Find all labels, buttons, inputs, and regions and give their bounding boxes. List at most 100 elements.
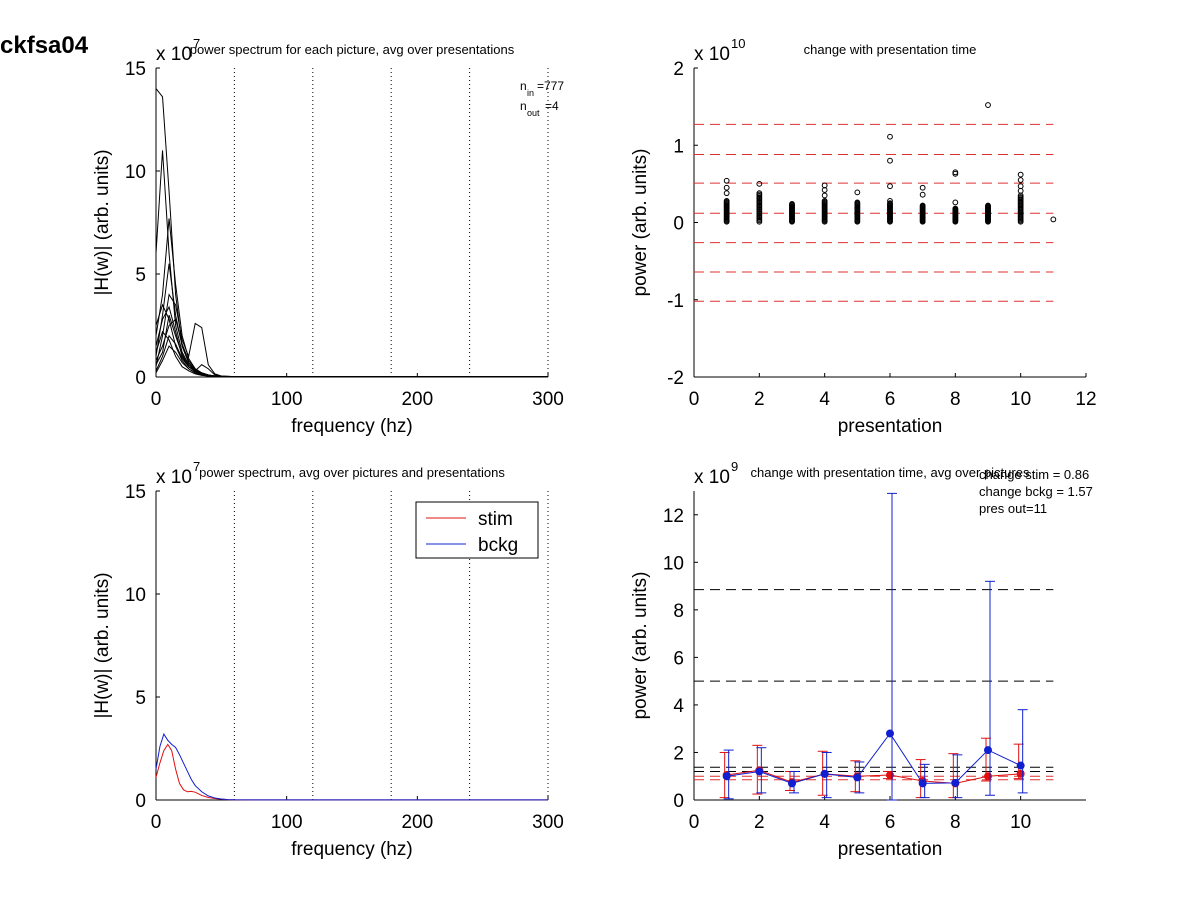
panel1-series-line bbox=[155, 345, 548, 378]
panel1-series-line bbox=[155, 263, 548, 378]
panel4-exponent-power: 9 bbox=[731, 459, 738, 474]
panel1-annotation-sub: in bbox=[527, 88, 534, 98]
panel2-point bbox=[789, 201, 795, 207]
panel4-annotation: change bckg = 1.57 bbox=[979, 484, 1093, 499]
panel2-point bbox=[919, 184, 926, 191]
panel3-x-tick-label: 200 bbox=[401, 812, 433, 833]
panel2-point bbox=[723, 190, 730, 197]
panel4-x-tick-label: 8 bbox=[950, 812, 961, 833]
panel2-point bbox=[756, 180, 763, 187]
panel1-exponent-label: x 10 bbox=[156, 44, 192, 65]
panel4-series-stim bbox=[726, 769, 1021, 784]
panel2-point bbox=[1017, 187, 1024, 194]
panel2-point bbox=[723, 184, 730, 191]
panel1-x-tick-label: 0 bbox=[151, 389, 162, 410]
panel1-y-tick-label: 15 bbox=[125, 59, 146, 80]
panel3-y-tick-label: 5 bbox=[135, 688, 146, 709]
panel3-exponent-power: 7 bbox=[193, 459, 200, 474]
panel4-point-bckg bbox=[788, 779, 796, 788]
panel1-annotation-value: =4 bbox=[545, 99, 559, 113]
panel4-x-tick-label: 2 bbox=[754, 812, 765, 833]
panel2-x-tick-label: 12 bbox=[1075, 389, 1096, 410]
panel2-point bbox=[919, 202, 926, 209]
panel1-series-line bbox=[155, 303, 548, 378]
panel4-x-axis-label: presentation bbox=[838, 839, 943, 860]
panel4-y-tick-label: 6 bbox=[673, 648, 684, 669]
panel1-annotation-n: n bbox=[520, 79, 527, 93]
panel2-y-tick-label: 0 bbox=[673, 214, 684, 235]
panel1-annotation-n: n bbox=[520, 99, 527, 113]
panel4-x-tick-label: 6 bbox=[885, 812, 896, 833]
panel2-point bbox=[887, 183, 893, 190]
panel3-x-tick-label: 0 bbox=[151, 812, 162, 833]
panel4-annotation: change stim = 0.86 bbox=[979, 467, 1089, 482]
panel4-point-bckg bbox=[951, 778, 960, 787]
panel4-point-bckg bbox=[853, 773, 862, 782]
panel2-title: change with presentation time bbox=[804, 42, 977, 57]
panel3-series-stim bbox=[155, 743, 548, 801]
panel4-x-tick-label: 4 bbox=[819, 812, 830, 833]
figure-title: ckfsa04 bbox=[0, 32, 89, 59]
panel3-title: power spectrum, avg over pictures and pr… bbox=[199, 465, 505, 480]
panel3-legend-label: stim bbox=[478, 509, 513, 530]
panel2-point bbox=[985, 202, 991, 209]
panel4-title: change with presentation time, avg over … bbox=[751, 465, 1030, 480]
panel1-x-tick-label: 200 bbox=[401, 389, 433, 410]
panel1-series-line bbox=[155, 218, 548, 378]
panel2-point bbox=[723, 177, 730, 184]
panel4-y-tick-label: 10 bbox=[663, 553, 684, 574]
panel1-y-tick-label: 0 bbox=[135, 368, 146, 389]
panel2-point bbox=[854, 199, 861, 206]
panel2-point bbox=[1050, 216, 1057, 223]
panel4-y-tick-label: 0 bbox=[673, 791, 684, 812]
panel2-y-tick-label: 2 bbox=[673, 59, 684, 80]
panel4-y-tick-label: 2 bbox=[673, 743, 684, 764]
panel2-point bbox=[821, 182, 828, 189]
panel1-annotation-sub: out bbox=[527, 108, 540, 118]
panel1-title: power spectrum for each picture, avg ove… bbox=[190, 42, 515, 57]
panel2-x-tick-label: 6 bbox=[885, 389, 896, 410]
panel2-point bbox=[821, 197, 828, 204]
panel4-point-bckg bbox=[984, 746, 992, 755]
panel3-legend-box bbox=[415, 501, 539, 559]
panel4-point-bckg bbox=[918, 779, 927, 788]
panel2-point bbox=[756, 190, 763, 197]
panel2-x-tick-label: 8 bbox=[950, 389, 961, 410]
panel2-x-tick-label: 10 bbox=[1010, 389, 1031, 410]
panel4-x-tick-label: 10 bbox=[1010, 812, 1031, 833]
panel2-point bbox=[821, 192, 828, 199]
panel4-y-tick-label: 12 bbox=[663, 506, 684, 527]
panel2-exponent-label: x 10 bbox=[694, 44, 730, 65]
panel2-point bbox=[1017, 171, 1024, 178]
panel2-point bbox=[854, 189, 861, 196]
panel2-point bbox=[919, 191, 926, 198]
panel4-exponent-label: x 10 bbox=[694, 467, 730, 488]
panel4-y-tick-label: 8 bbox=[673, 601, 684, 622]
panel1-x-tick-label: 300 bbox=[532, 389, 564, 410]
panel2-point bbox=[887, 197, 893, 204]
panel4-point-bckg bbox=[755, 767, 764, 776]
panel2-y-tick-label: -2 bbox=[667, 368, 684, 389]
panel2-point bbox=[1017, 177, 1024, 183]
panel2-point bbox=[985, 102, 991, 108]
panel2-point bbox=[887, 157, 893, 164]
panel4-y-tick-label: 4 bbox=[673, 696, 684, 717]
panel1-series-line bbox=[155, 88, 548, 378]
panel1-y-axis-label: |H(w)| (arb. units) bbox=[92, 149, 113, 295]
panel2-point bbox=[952, 170, 959, 177]
panel2-point bbox=[952, 205, 959, 212]
panel1-x-axis-label: frequency (hz) bbox=[291, 416, 412, 437]
panel3-x-tick-label: 300 bbox=[532, 812, 564, 833]
panel4-point-bckg bbox=[820, 769, 829, 778]
panel1-exponent-power: 7 bbox=[193, 36, 200, 51]
panel1-x-tick-label: 100 bbox=[271, 389, 303, 410]
panel2-exponent-power: 10 bbox=[731, 36, 745, 51]
panel3-exponent-label: x 10 bbox=[156, 467, 192, 488]
panel1-series-line bbox=[155, 315, 548, 378]
panel2-x-tick-label: 0 bbox=[689, 389, 700, 410]
panel3-y-axis-label: |H(w)| (arb. units) bbox=[92, 572, 113, 718]
panel2-point bbox=[723, 197, 730, 204]
panel2-point bbox=[1017, 192, 1024, 199]
panel2-y-tick-label: -1 bbox=[667, 291, 684, 312]
